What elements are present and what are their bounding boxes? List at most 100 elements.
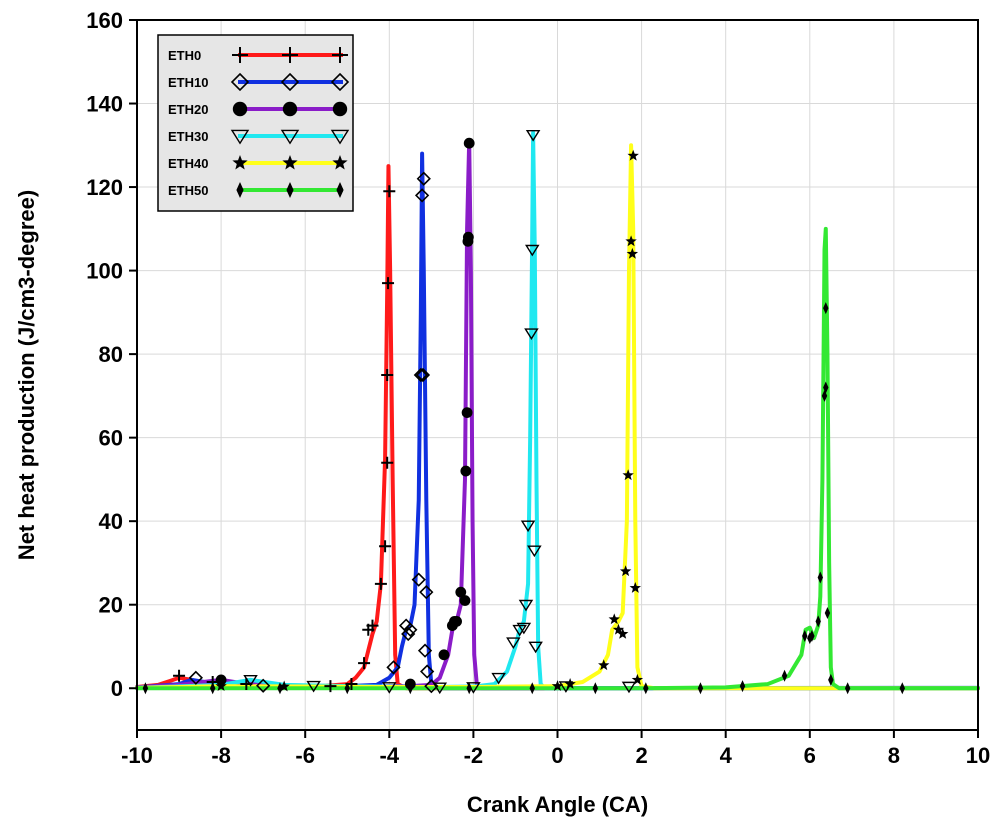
data-point xyxy=(621,681,637,694)
data-point xyxy=(324,680,337,693)
data-point xyxy=(344,682,350,695)
legend-label: ETH30 xyxy=(168,129,208,144)
data-point xyxy=(455,586,467,598)
x-tick-label: 10 xyxy=(966,743,990,768)
legend-marker xyxy=(232,47,248,63)
y-tick-label: 80 xyxy=(99,342,123,367)
data-point xyxy=(278,680,290,692)
series-line-eth50 xyxy=(135,226,980,691)
data-point xyxy=(807,632,813,645)
legend-marker xyxy=(230,129,250,145)
data-point xyxy=(592,682,599,695)
data-point xyxy=(739,680,746,693)
markers-eth0 xyxy=(173,185,396,693)
data-point xyxy=(518,599,534,612)
data-point xyxy=(411,572,426,587)
data-point xyxy=(466,682,472,695)
data-point xyxy=(564,678,576,689)
legend-marker xyxy=(280,72,300,92)
data-point xyxy=(438,649,450,661)
legend-marker xyxy=(330,129,350,145)
data-point xyxy=(277,682,283,695)
legend-label: ETH40 xyxy=(168,156,208,171)
y-tick-label: 0 xyxy=(111,676,123,701)
data-point xyxy=(697,682,704,695)
data-point xyxy=(899,682,906,695)
x-tick-label: -4 xyxy=(380,743,400,768)
data-point xyxy=(374,577,387,590)
legend-marker xyxy=(232,155,248,170)
data-point xyxy=(381,456,394,469)
data-point xyxy=(173,669,186,682)
legend-marker xyxy=(332,155,348,170)
data-point xyxy=(462,231,474,243)
data-point xyxy=(781,669,788,682)
x-tick-label: 8 xyxy=(888,743,900,768)
markers-eth10 xyxy=(188,171,439,694)
data-point xyxy=(520,520,536,533)
data-point xyxy=(366,619,379,632)
data-point xyxy=(209,682,216,695)
data-point xyxy=(420,664,435,679)
x-tick-label: 6 xyxy=(804,743,816,768)
data-point xyxy=(215,674,227,686)
data-point xyxy=(828,673,834,686)
data-point xyxy=(525,244,540,257)
x-tick-label: 4 xyxy=(720,743,733,768)
data-point xyxy=(626,247,639,259)
data-point xyxy=(629,582,641,593)
data-point xyxy=(844,682,851,695)
data-point xyxy=(382,277,395,290)
data-point xyxy=(416,171,431,186)
data-point xyxy=(598,659,610,671)
markers-eth30 xyxy=(243,129,637,695)
data-point xyxy=(451,616,462,627)
data-point xyxy=(823,302,829,315)
data-point xyxy=(529,682,535,695)
legend-marker xyxy=(230,72,250,92)
x-tick-label: -6 xyxy=(295,743,315,768)
data-point xyxy=(215,680,227,691)
data-point xyxy=(823,381,829,394)
legend-marker xyxy=(330,72,350,92)
data-point xyxy=(463,137,475,149)
data-point xyxy=(622,469,634,481)
x-tick-label: -8 xyxy=(211,743,231,768)
y-tick-label: 160 xyxy=(86,8,123,33)
legend-box xyxy=(157,34,354,212)
data-point xyxy=(419,585,434,600)
markers-eth20 xyxy=(215,137,475,690)
data-point xyxy=(424,679,439,694)
data-point xyxy=(551,680,564,691)
legend-marker xyxy=(280,129,300,145)
legend-label: ETH20 xyxy=(168,102,208,117)
data-point xyxy=(802,630,808,643)
x-axis-title: Crank Angle (CA) xyxy=(467,792,648,817)
data-point xyxy=(460,465,472,477)
data-point xyxy=(383,185,396,198)
data-point xyxy=(627,149,639,161)
data-point xyxy=(306,680,321,693)
x-tick-label: 0 xyxy=(551,743,563,768)
markers-eth40 xyxy=(215,149,644,692)
data-point xyxy=(528,641,543,654)
data-point xyxy=(256,678,271,693)
data-point xyxy=(821,389,828,402)
data-point xyxy=(413,367,428,383)
legend-marker xyxy=(282,47,298,63)
data-point xyxy=(809,630,815,643)
data-point xyxy=(524,328,539,340)
x-tick-label: -2 xyxy=(464,743,484,768)
data-point xyxy=(381,369,394,381)
legend-marker xyxy=(232,101,248,117)
markers-eth50 xyxy=(142,302,906,695)
series-markers xyxy=(142,129,906,695)
data-point xyxy=(616,627,629,639)
data-point xyxy=(382,682,397,694)
legend-marker xyxy=(332,47,348,63)
data-point xyxy=(631,673,644,685)
legend-label: ETH50 xyxy=(168,183,208,198)
data-point xyxy=(625,235,637,247)
data-point xyxy=(358,657,371,670)
